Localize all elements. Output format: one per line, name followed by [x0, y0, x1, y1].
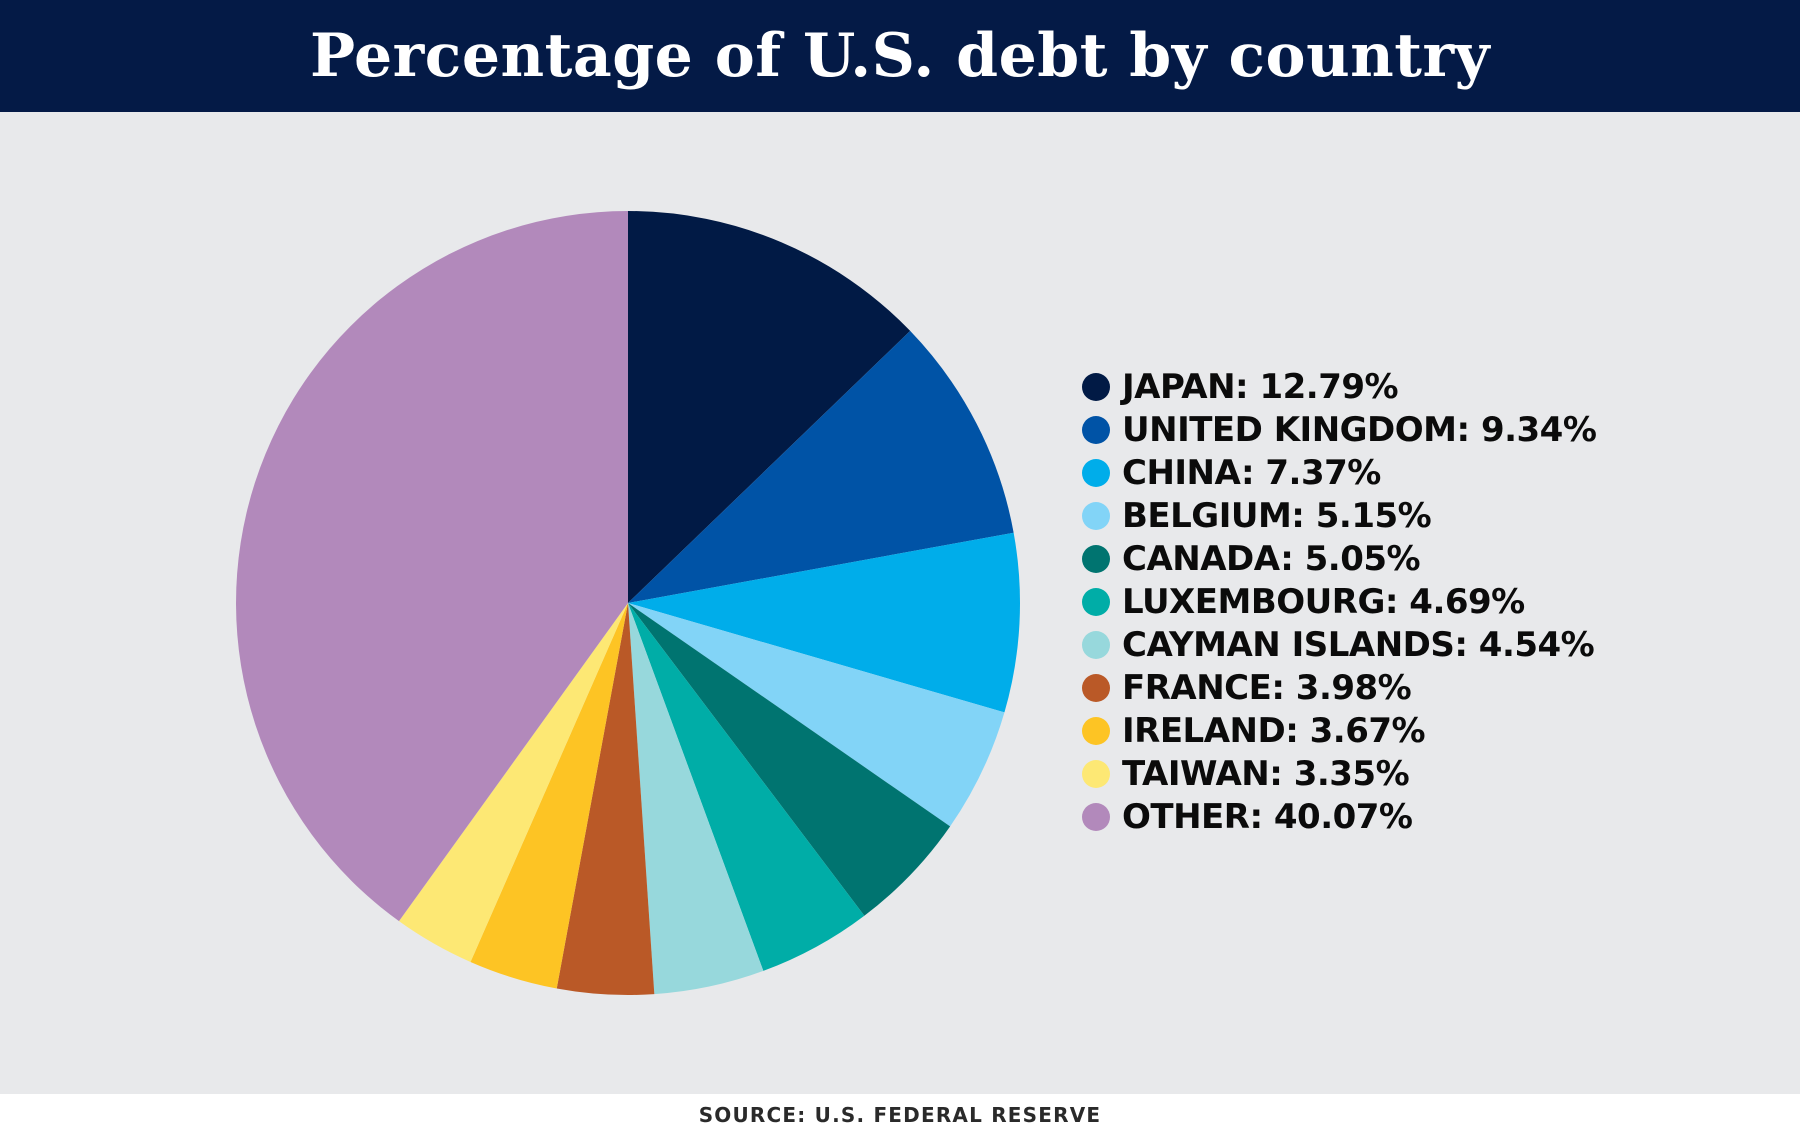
pie-chart [236, 211, 1020, 995]
legend-label: BELGIUM: 5.15% [1122, 495, 1432, 536]
title-bar: Percentage of U.S. debt by country [0, 0, 1800, 112]
legend-label: CAYMAN ISLANDS: 4.54% [1122, 624, 1595, 665]
legend-item-united-kingdom: UNITED KINGDOM: 9.34% [1082, 408, 1782, 451]
pie-slice-united-kingdom [628, 330, 1014, 603]
legend-swatch [1082, 802, 1110, 831]
legend-swatch [1082, 501, 1110, 530]
legend-swatch [1082, 716, 1110, 745]
pie-slice-belgium [628, 603, 1005, 827]
legend-item-france: FRANCE: 3.98% [1082, 666, 1782, 709]
chart-title: Percentage of U.S. debt by country [310, 21, 1490, 91]
pie-slice-canada [628, 603, 951, 916]
legend-swatch [1082, 544, 1110, 573]
legend-swatch [1082, 673, 1110, 702]
legend-label: FRANCE: 3.98% [1122, 667, 1412, 708]
legend-item-taiwan: TAIWAN: 3.35% [1082, 752, 1782, 795]
legend: JAPAN: 12.79% UNITED KINGDOM: 9.34% CHINA:… [1082, 365, 1782, 838]
legend-swatch [1082, 458, 1110, 487]
source-note: SOURCE: U.S. FEDERAL RESERVE [698, 1103, 1102, 1127]
pie-slice-japan [628, 211, 911, 603]
legend-swatch [1082, 759, 1110, 788]
legend-item-luxembourg: LUXEMBOURG: 4.69% [1082, 580, 1782, 623]
pie-slice-other [236, 211, 628, 922]
pie-slice-ireland [470, 603, 628, 989]
pie-slice-cayman-islands [628, 603, 764, 995]
legend-item-ireland: IRELAND: 3.67% [1082, 709, 1782, 752]
legend-label: IRELAND: 3.67% [1122, 710, 1426, 751]
pie-slice-luxembourg [628, 603, 865, 971]
legend-swatch [1082, 630, 1110, 659]
legend-swatch [1082, 587, 1110, 616]
legend-label: JAPAN: 12.79% [1122, 366, 1399, 407]
legend-item-other: OTHER: 40.07% [1082, 795, 1782, 838]
legend-label: CHINA: 7.37% [1122, 452, 1381, 493]
legend-item-belgium: BELGIUM: 5.15% [1082, 494, 1782, 537]
legend-label: OTHER: 40.07% [1122, 796, 1413, 837]
legend-item-china: CHINA: 7.37% [1082, 451, 1782, 494]
chart-panel: JAPAN: 12.79% UNITED KINGDOM: 9.34% CHINA:… [0, 112, 1800, 1094]
pie-slice-taiwan [398, 603, 628, 962]
pie-slice-france [556, 603, 655, 995]
legend-label: CANADA: 5.05% [1122, 538, 1421, 579]
legend-item-japan: JAPAN: 12.79% [1082, 365, 1782, 408]
legend-swatch [1082, 415, 1110, 444]
legend-label: TAIWAN: 3.35% [1122, 753, 1410, 794]
pie-slice-china [628, 532, 1020, 713]
legend-swatch [1082, 372, 1110, 401]
legend-item-cayman-islands: CAYMAN ISLANDS: 4.54% [1082, 623, 1782, 666]
legend-label: UNITED KINGDOM: 9.34% [1122, 409, 1597, 450]
legend-item-canada: CANADA: 5.05% [1082, 537, 1782, 580]
legend-label: LUXEMBOURG: 4.69% [1122, 581, 1525, 622]
